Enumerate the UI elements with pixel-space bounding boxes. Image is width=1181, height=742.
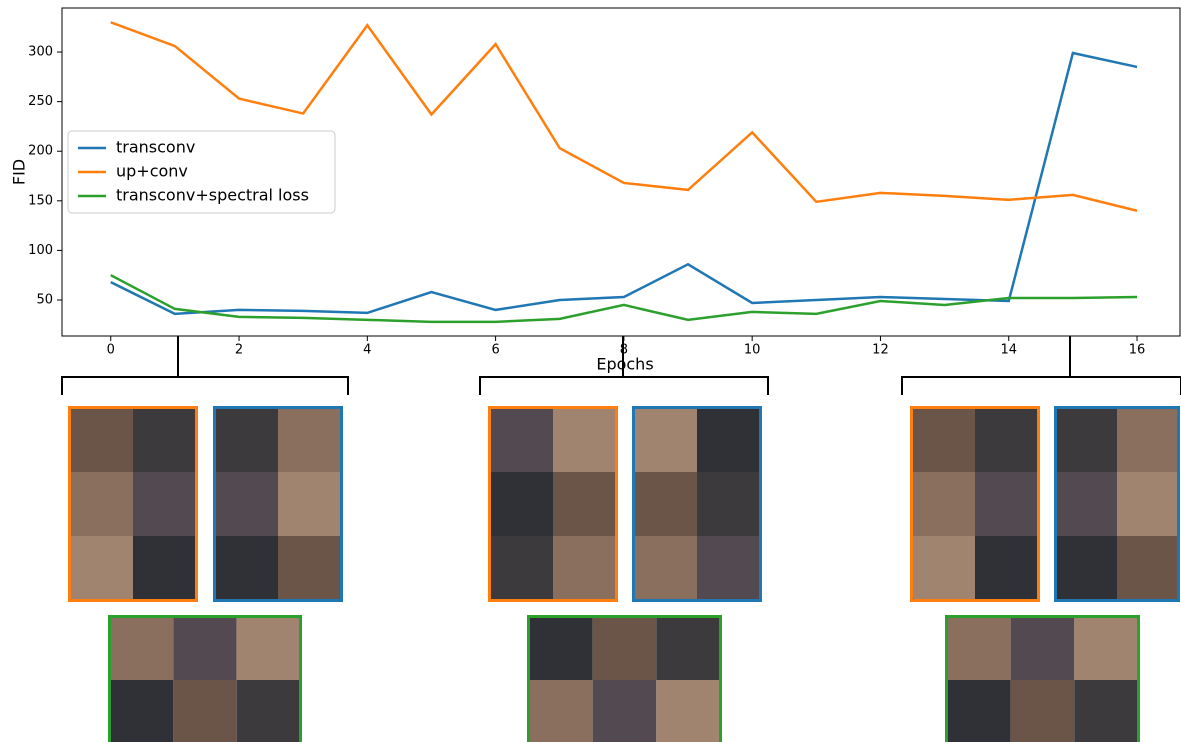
- sample-frame: [108, 615, 302, 742]
- sample-grids: [68, 406, 1180, 742]
- sample-frame: [488, 406, 618, 602]
- legend-label: transconv+spectral loss: [116, 186, 309, 205]
- sample-image: [975, 472, 1038, 536]
- bracket: [901, 336, 1181, 395]
- sample-image: [278, 536, 341, 600]
- sample-image: [1010, 680, 1075, 742]
- bracket: [61, 336, 349, 395]
- sample-image: [592, 617, 657, 680]
- sample-image: [529, 617, 593, 680]
- sample-image: [1074, 680, 1138, 742]
- x-tick-label: 14: [1000, 343, 1017, 358]
- sample-frame: [68, 406, 198, 602]
- x-tick-label: 4: [363, 343, 371, 358]
- x-tick-label: 0: [107, 343, 115, 358]
- sample-image: [490, 536, 553, 600]
- x-tick-label: 12: [872, 343, 889, 358]
- y-axis-label: FID: [10, 159, 29, 185]
- legend-label: up+conv: [116, 162, 188, 181]
- sample-image: [173, 680, 237, 742]
- sample-image: [1056, 472, 1117, 536]
- sample-image: [215, 536, 278, 600]
- sample-image: [553, 536, 616, 600]
- sample-frame: [910, 406, 1040, 602]
- sample-image: [553, 472, 616, 536]
- y-tick-label: 150: [28, 193, 53, 208]
- sample-image: [975, 408, 1038, 472]
- sample-frame: [213, 406, 343, 602]
- sample-image: [912, 472, 975, 536]
- sample-image: [236, 680, 300, 742]
- y-tick-label: 50: [36, 292, 53, 307]
- sample-image: [133, 408, 196, 472]
- y-tick-label: 200: [28, 144, 53, 159]
- x-tick-label: 10: [744, 343, 761, 358]
- sample-frame: [632, 406, 762, 602]
- sample-image: [70, 536, 133, 600]
- sample-image: [110, 680, 174, 742]
- sample-image: [1117, 408, 1178, 472]
- x-tick-label: 8: [620, 343, 628, 358]
- sample-image: [1056, 536, 1117, 600]
- sample-image: [1056, 408, 1117, 472]
- sample-image: [947, 617, 1011, 680]
- sample-frame: [1054, 406, 1180, 602]
- x-axis-label: Epochs: [596, 355, 653, 374]
- sample-frame: [945, 615, 1140, 742]
- sample-image: [490, 408, 553, 472]
- plot-frame: [61, 7, 1181, 337]
- y-tick-label: 100: [28, 243, 53, 258]
- x-tick-label: 16: [1129, 343, 1146, 358]
- x-tick-label: 6: [491, 343, 499, 358]
- sample-image: [947, 680, 1011, 742]
- sample-image: [912, 408, 975, 472]
- sample-image: [1117, 536, 1178, 600]
- bracket: [479, 336, 769, 395]
- sample-image: [278, 472, 341, 536]
- sample-image: [553, 408, 616, 472]
- sample-image: [1074, 617, 1138, 680]
- sample-image: [529, 680, 593, 742]
- sample-frame: [527, 615, 722, 742]
- sample-image: [1117, 472, 1178, 536]
- sample-image: [70, 408, 133, 472]
- sample-image: [133, 536, 196, 600]
- sample-image: [697, 472, 760, 536]
- x-tick-label: 2: [235, 343, 243, 358]
- sample-image: [1010, 617, 1075, 680]
- sample-image: [592, 680, 657, 742]
- sample-image: [490, 472, 553, 536]
- sample-image: [656, 680, 720, 742]
- sample-image: [634, 408, 697, 472]
- legend-box: [67, 130, 336, 214]
- sample-image: [215, 472, 278, 536]
- line-series: [110, 51, 1138, 316]
- sample-image: [215, 408, 278, 472]
- sample-image: [634, 536, 697, 600]
- y-tick-label: 250: [28, 94, 53, 109]
- sample-image: [278, 408, 341, 472]
- sample-image: [133, 472, 196, 536]
- sample-image: [912, 536, 975, 600]
- sample-image: [656, 617, 720, 680]
- line-series: [110, 274, 1138, 324]
- legend-label: transconv: [116, 138, 195, 157]
- sample-image: [173, 617, 237, 680]
- sample-image: [634, 472, 697, 536]
- sample-image: [975, 536, 1038, 600]
- sample-image: [70, 472, 133, 536]
- sample-image: [697, 536, 760, 600]
- sample-image: [236, 617, 300, 680]
- sample-image: [110, 617, 174, 680]
- sample-image: [697, 408, 760, 472]
- y-tick-label: 300: [28, 45, 53, 60]
- line-series: [110, 21, 1138, 212]
